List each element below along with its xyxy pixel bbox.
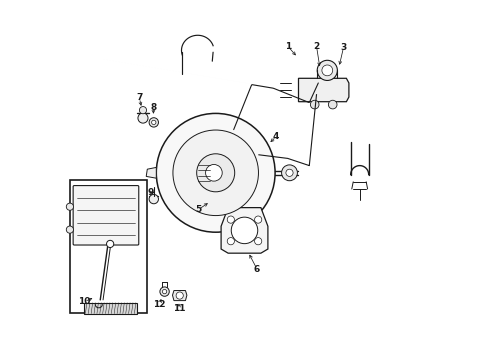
Circle shape bbox=[173, 130, 258, 216]
Circle shape bbox=[138, 113, 148, 123]
Text: 1: 1 bbox=[284, 42, 290, 51]
Text: 5: 5 bbox=[195, 205, 201, 214]
Circle shape bbox=[66, 226, 73, 233]
Circle shape bbox=[156, 113, 275, 232]
Text: 4: 4 bbox=[272, 132, 279, 141]
Text: 12: 12 bbox=[153, 300, 165, 309]
Circle shape bbox=[176, 292, 183, 299]
Circle shape bbox=[285, 169, 292, 176]
Circle shape bbox=[106, 240, 114, 248]
Circle shape bbox=[227, 216, 234, 223]
Circle shape bbox=[321, 65, 332, 76]
Circle shape bbox=[151, 120, 156, 125]
Text: 3: 3 bbox=[340, 43, 346, 52]
FancyBboxPatch shape bbox=[73, 186, 139, 245]
Circle shape bbox=[310, 100, 318, 109]
Polygon shape bbox=[298, 78, 348, 102]
Circle shape bbox=[227, 238, 234, 245]
Text: 11: 11 bbox=[172, 304, 185, 313]
Text: 6: 6 bbox=[253, 265, 260, 274]
Polygon shape bbox=[221, 208, 267, 253]
Circle shape bbox=[139, 107, 146, 114]
Polygon shape bbox=[172, 291, 186, 301]
Circle shape bbox=[231, 217, 257, 244]
Bar bbox=[70, 180, 147, 313]
Text: 9: 9 bbox=[147, 188, 154, 197]
Circle shape bbox=[281, 165, 297, 181]
Circle shape bbox=[66, 203, 73, 210]
Circle shape bbox=[328, 100, 336, 109]
Circle shape bbox=[254, 216, 261, 223]
Polygon shape bbox=[146, 167, 156, 178]
Text: 10: 10 bbox=[78, 297, 90, 306]
Bar bbox=[84, 303, 136, 314]
Circle shape bbox=[149, 118, 158, 127]
Text: 8: 8 bbox=[150, 103, 156, 112]
Circle shape bbox=[149, 194, 158, 204]
Circle shape bbox=[205, 165, 222, 181]
Circle shape bbox=[162, 289, 166, 294]
Circle shape bbox=[254, 238, 261, 245]
Text: 7: 7 bbox=[136, 94, 142, 103]
Text: 2: 2 bbox=[313, 42, 319, 51]
Circle shape bbox=[196, 154, 234, 192]
Circle shape bbox=[317, 60, 337, 81]
Circle shape bbox=[160, 287, 169, 296]
